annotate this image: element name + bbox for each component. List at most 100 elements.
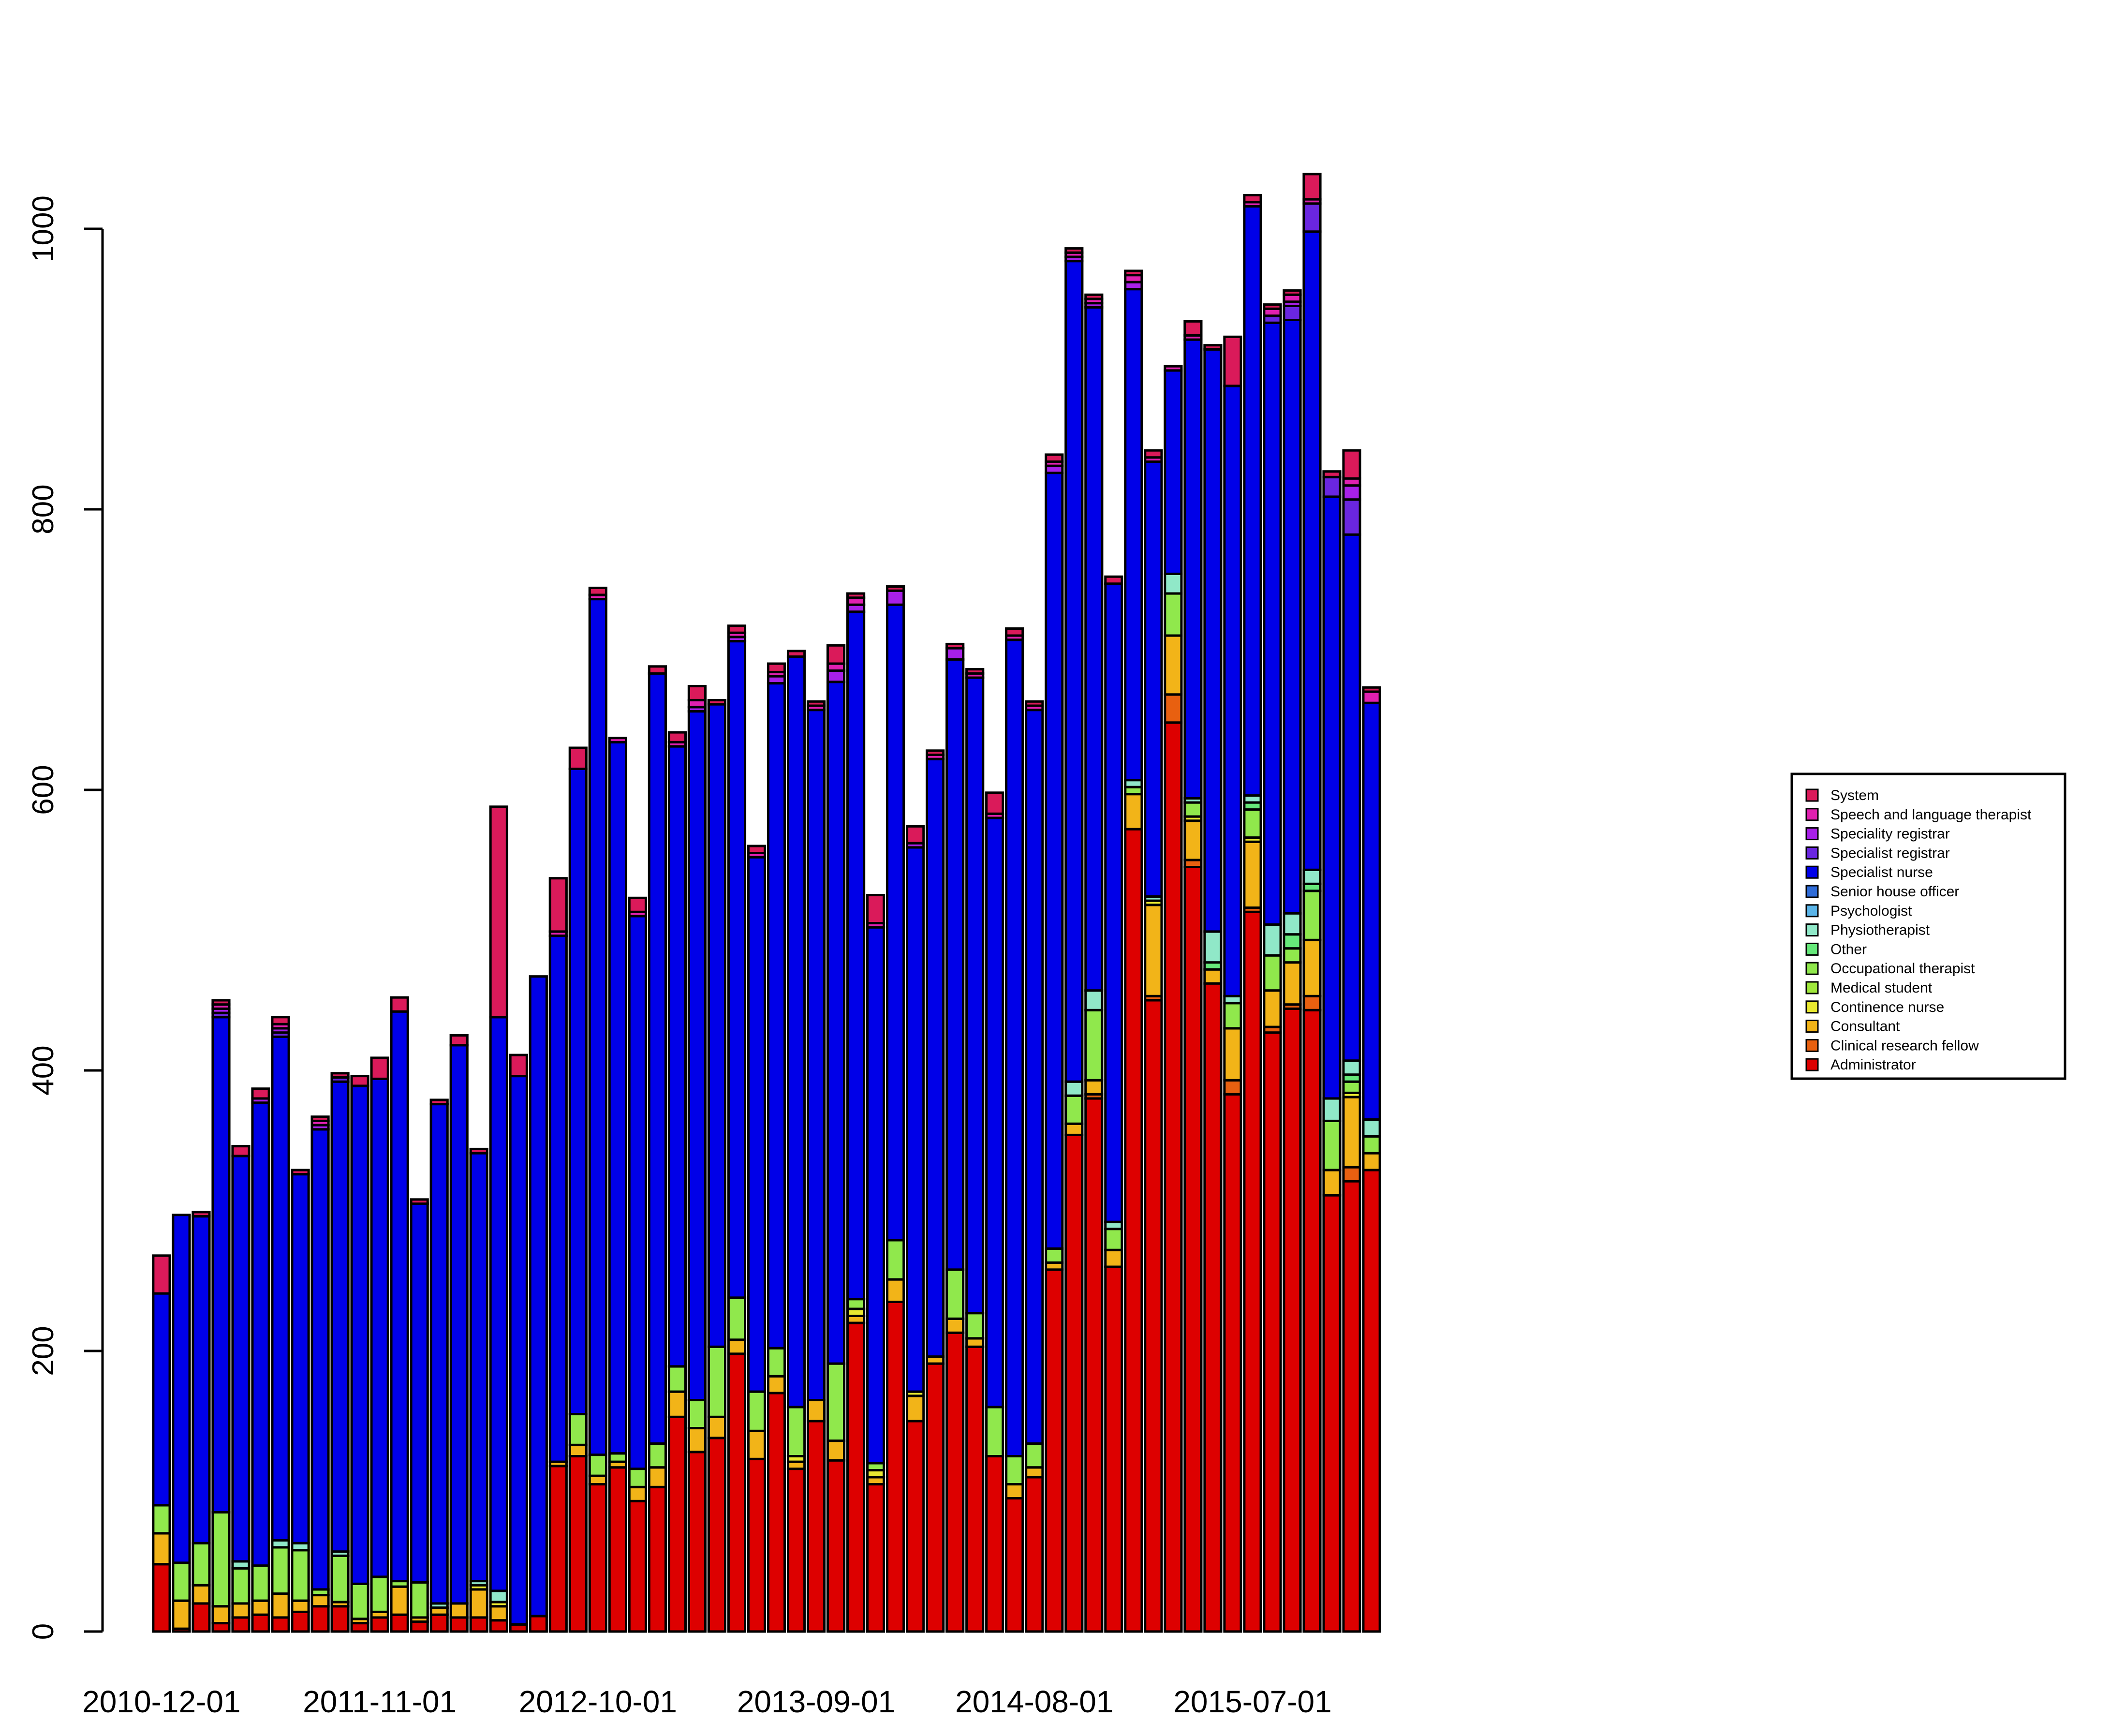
bar-segment-administrator-2014-07 — [1005, 1497, 1024, 1633]
bar-segment-specialist-nurse-2013-02 — [667, 745, 687, 1368]
bar-segment-specialist-nurse-2014-11 — [1084, 306, 1104, 992]
bar-segment-occupational-therapist-2014-07 — [1005, 1455, 1024, 1485]
bar-segment-specialist-nurse-2015-08 — [1263, 321, 1282, 926]
x-tick-label: 2012-10-01 — [519, 1684, 677, 1719]
bar-segment-specialist-nurse-2015-10 — [1302, 230, 1322, 871]
legend-swatch-psychologist — [1805, 904, 1819, 918]
bar-segment-administrator-2012-01 — [410, 1620, 429, 1633]
bar-segment-system-2014-04 — [945, 642, 965, 650]
bar-segment-specialist-registrar-2015-09 — [1283, 305, 1302, 321]
bar-segment-occupational-therapist-2011-11 — [370, 1575, 389, 1613]
bar-segment-consultant-2015-08 — [1263, 989, 1282, 1028]
bar-segment-administrator-2011-11 — [370, 1616, 389, 1633]
legend-label: Administrator — [1830, 1057, 1916, 1073]
bar-segment-clinical-research-fellow-2015-06 — [1223, 1079, 1242, 1096]
bar-segment-administrator-2015-05 — [1203, 982, 1223, 1633]
legend-swatch-specialist-nurse — [1805, 865, 1819, 879]
y-tick-label: 0 — [27, 1623, 60, 1640]
bar-segment-administrator-2014-12 — [1104, 1265, 1123, 1633]
bar-segment-administrator-2011-09 — [330, 1605, 350, 1633]
legend-swatch-administrator — [1805, 1058, 1819, 1071]
bar-segment-specialist-nurse-2012-10 — [588, 598, 607, 1456]
bar-segment-system-2013-04 — [707, 698, 727, 706]
bar-segment-system-2013-12 — [866, 894, 885, 924]
bar-segment-consultant-2013-04 — [707, 1415, 727, 1439]
bar-segment-specialist-nurse-2011-04 — [231, 1155, 251, 1563]
bar-segment-physiotherapist-2015-12 — [1342, 1059, 1361, 1076]
bar-segment-system-2015-05 — [1203, 344, 1223, 351]
bar-segment-consultant-2015-10 — [1302, 938, 1322, 997]
bar-segment-administrator-2012-07 — [529, 1615, 548, 1633]
bar-segment-consultant-2011-01 — [172, 1599, 191, 1630]
bar-segment-consultant-2011-07 — [291, 1599, 310, 1613]
bar-segment-consultant-2013-02 — [667, 1390, 687, 1418]
bar-segment-speech-and-language-therapist-2016-01 — [1362, 690, 1381, 704]
bar-segment-physiotherapist-2015-11 — [1322, 1097, 1342, 1122]
legend-label: Specialist registrar — [1830, 845, 1950, 861]
bar-segment-occupational-therapist-2011-04 — [231, 1567, 251, 1605]
bar-segment-system-2011-05 — [251, 1087, 270, 1100]
bar-segment-speech-and-language-therapist-2012-11 — [608, 737, 627, 743]
bars-layer — [152, 173, 1381, 1633]
bar-segment-system-2014-01 — [886, 585, 905, 592]
bar-segment-specialist-nurse-2011-01 — [172, 1214, 191, 1564]
bar-segment-occupational-therapist-2013-02 — [667, 1365, 687, 1393]
bar-segment-consultant-2013-10 — [826, 1439, 846, 1462]
bar-segment-physiotherapist-2014-10 — [1064, 1080, 1084, 1097]
bar-segment-consultant-2011-05 — [251, 1599, 270, 1616]
bar-segment-specialist-nurse-2011-11 — [370, 1077, 389, 1578]
bar-segment-system-2015-02 — [1144, 449, 1163, 459]
bar-segment-administrator-2011-07 — [291, 1610, 310, 1633]
bar-segment-occupational-therapist-2013-10 — [826, 1362, 846, 1442]
bar-segment-system-2015-07 — [1243, 193, 1262, 204]
bar-segment-system-2014-05 — [965, 668, 985, 675]
bar-segment-administrator-2014-02 — [906, 1420, 925, 1633]
bar-segment-administrator-2014-06 — [985, 1455, 1004, 1633]
bar-segment-system-2016-01 — [1362, 686, 1381, 693]
bar-segment-consultant-2015-01 — [1124, 793, 1143, 831]
bar-segment-system-2011-11 — [370, 1056, 389, 1080]
legend-box — [1790, 772, 2066, 1080]
bar-segment-physiotherapist-2015-03 — [1164, 572, 1183, 595]
bar-segment-occupational-therapist-2015-10 — [1302, 890, 1322, 941]
legend-swatch-senior-house-officer — [1805, 885, 1819, 898]
bar-segment-consultant-2013-07 — [767, 1375, 786, 1395]
bar-segment-system-2011-10 — [350, 1075, 369, 1087]
bar-segment-specialist-nurse-2013-05 — [727, 640, 747, 1299]
bar-segment-administrator-2012-10 — [588, 1483, 607, 1633]
bar-segment-administrator-2014-05 — [965, 1345, 985, 1633]
bar-segment-administrator-2014-01 — [886, 1301, 905, 1633]
bar-segment-administrator-2013-07 — [767, 1392, 786, 1633]
bar-segment-system-2012-09 — [568, 746, 588, 770]
bar-segment-system-2011-12 — [390, 996, 409, 1013]
bar-segment-specialist-nurse-2011-09 — [330, 1080, 350, 1553]
bar-segment-system-2013-02 — [667, 731, 687, 743]
bar-segment-administrator-2012-08 — [548, 1465, 568, 1633]
bar-segment-occupational-therapist-2011-09 — [330, 1554, 350, 1603]
bar-segment-system-2012-03 — [449, 1034, 469, 1047]
bar-segment-system-2014-07 — [1005, 627, 1024, 637]
bar-segment-specialist-nurse-2014-04 — [945, 658, 965, 1271]
bar-segment-consultant-2015-05 — [1203, 968, 1223, 985]
bar-segment-specialist-nurse-2011-03 — [211, 1016, 231, 1514]
bar-segment-occupational-therapist-2012-10 — [588, 1454, 607, 1477]
bar-segment-consultant-2012-10 — [588, 1474, 607, 1486]
bar-segment-system-2013-08 — [786, 650, 806, 658]
bar-segment-occupational-therapist-2014-05 — [965, 1312, 985, 1340]
bar-segment-occupational-therapist-2014-09 — [1045, 1247, 1064, 1264]
bar-segment-administrator-2011-05 — [251, 1613, 270, 1633]
bar-segment-system-2011-09 — [330, 1072, 350, 1079]
bar-segment-specialist-nurse-2012-06 — [509, 1075, 528, 1626]
bar-segment-consultant-2011-02 — [192, 1584, 211, 1605]
legend-swatch-clinical-research-fellow — [1805, 1039, 1819, 1052]
bar-segment-consultant-2014-02 — [906, 1395, 925, 1423]
legend-label: Medical student — [1830, 980, 1933, 996]
bar-segment-occupational-therapist-2013-05 — [727, 1296, 747, 1341]
bar-segment-physiotherapist-2015-05 — [1203, 930, 1223, 964]
bar-segment-occupational-therapist-2015-03 — [1164, 592, 1183, 637]
bar-segment-occupational-therapist-2015-12 — [1342, 1080, 1361, 1094]
bar-segment-specialist-nurse-2013-03 — [687, 710, 707, 1401]
bar-segment-specialist-nurse-2016-01 — [1362, 701, 1381, 1121]
bar-segment-speciality-registrar-2013-10 — [826, 669, 846, 683]
